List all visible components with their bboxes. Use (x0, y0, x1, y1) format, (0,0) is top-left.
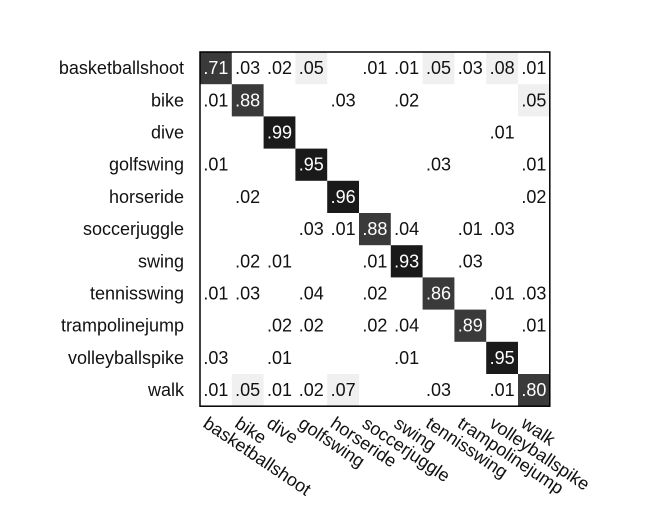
cell-value-label: .03 (521, 284, 546, 304)
cell-value-label: .01 (203, 380, 228, 400)
cell-value-label: .01 (490, 123, 515, 143)
cell-value-label: .95 (490, 348, 515, 368)
cell-value-label: .02 (299, 316, 324, 336)
cell-value-label: .01 (203, 155, 228, 175)
row-label-trampolinejump: trampolinejump (61, 316, 184, 336)
matrix-cell (422, 277, 455, 310)
matrix-cell (486, 341, 518, 374)
matrix-cell (486, 52, 518, 85)
cell-value-label: .03 (426, 380, 451, 400)
cell-value-label: .01 (331, 219, 356, 239)
cell-value-label: .04 (394, 316, 419, 336)
column-labels: basketballshootbikedivegolfswinghorserid… (200, 412, 594, 499)
cell-value-label: .03 (235, 284, 260, 304)
matrix-cell (390, 245, 423, 278)
cell-value-label: .89 (458, 316, 483, 336)
cell-value-label: .01 (362, 58, 387, 78)
cell-value-label: .03 (490, 219, 515, 239)
row-label-horseride: horseride (109, 187, 184, 207)
matrix-cell (327, 180, 359, 213)
cell-value-label: .02 (267, 58, 292, 78)
column-label-dive: dive (263, 413, 302, 448)
cell-value-label: .95 (299, 155, 324, 175)
matrix-cell (359, 213, 391, 246)
cell-value-label: .71 (203, 58, 228, 78)
cell-value-label: .99 (267, 123, 292, 143)
cell-value-label: .02 (521, 187, 546, 207)
cell-value-label: .03 (331, 90, 356, 110)
row-label-golfswing: golfswing (109, 155, 184, 175)
cell-value-label: .02 (267, 316, 292, 336)
cell-value-label: .01 (521, 58, 546, 78)
matrix-cell (454, 309, 487, 342)
matrix-cell (263, 116, 296, 149)
matrix-cell (518, 84, 550, 117)
row-label-swing: swing (138, 251, 184, 271)
cell-value-label: .01 (203, 284, 228, 304)
cell-value-label: .01 (490, 284, 515, 304)
cell-value-label: .01 (490, 380, 515, 400)
row-label-dive: dive (151, 123, 184, 143)
cell-value-label: .08 (490, 58, 515, 78)
cell-value-label: .88 (235, 90, 260, 110)
cell-value-label: .01 (267, 380, 292, 400)
matrix-cell (295, 148, 328, 181)
row-label-volleyballspike: volleyballspike (68, 348, 184, 368)
matrix-cells (200, 52, 550, 407)
matrix-cell (295, 52, 328, 85)
matrix-cell (231, 374, 264, 407)
cell-value-label: .02 (362, 316, 387, 336)
cell-value-label: .05 (299, 58, 324, 78)
cell-value-label: .04 (394, 219, 419, 239)
matrix-cell (327, 374, 359, 407)
cell-value-label: .02 (394, 90, 419, 110)
cell-value-label: .01 (521, 155, 546, 175)
cell-value-label: .01 (394, 348, 419, 368)
cell-value-label: .80 (521, 380, 546, 400)
matrix-frame (199, 51, 551, 407)
cell-value-label: .93 (394, 251, 419, 271)
cell-value-label: .02 (362, 284, 387, 304)
cell-value-label: .03 (299, 219, 324, 239)
cell-value-label: .86 (426, 284, 451, 304)
row-label-walk: walk (147, 380, 185, 400)
cell-value-label: .01 (521, 316, 546, 336)
matrix-cell-labels: .71 .03 .02 .05 .01 .01 .05 .03 .08 .01 .01 .88 .03.… (203, 58, 546, 400)
cell-value-label: .01 (458, 219, 483, 239)
cell-value-label: .01 (362, 251, 387, 271)
cell-value-label: .03 (458, 58, 483, 78)
cell-value-label: .01 (267, 348, 292, 368)
row-label-bike: bike (151, 90, 184, 110)
matrix-cell (200, 52, 232, 85)
cell-value-label: .05 (521, 90, 546, 110)
cell-value-label: .03 (235, 58, 260, 78)
cell-value-label: .02 (235, 251, 260, 271)
row-label-soccerjuggle: soccerjuggle (83, 219, 184, 239)
cell-value-label: .96 (331, 187, 356, 207)
cell-value-label: .03 (203, 348, 228, 368)
cell-value-label: .05 (235, 380, 260, 400)
row-label-basketballshoot: basketballshoot (59, 58, 184, 78)
cell-value-label: .02 (235, 187, 260, 207)
cell-value-label: .05 (426, 58, 451, 78)
cell-value-label: .88 (362, 219, 387, 239)
cell-value-label: .01 (394, 58, 419, 78)
matrix-cell (231, 84, 264, 117)
cell-value-label: .01 (267, 251, 292, 271)
row-label-tennisswing: tennisswing (90, 284, 184, 304)
cell-value-label: .01 (203, 90, 228, 110)
row-labels: basketballshoot bike dive golfswing horserid… (59, 58, 185, 400)
cell-value-label: .02 (299, 380, 324, 400)
cell-value-label: .07 (331, 380, 356, 400)
cell-value-label: .03 (458, 251, 483, 271)
matrix-cell (518, 374, 550, 407)
matrix-cell (422, 52, 455, 85)
cell-value-label: .04 (299, 284, 324, 304)
cell-value-label: .03 (426, 155, 451, 175)
